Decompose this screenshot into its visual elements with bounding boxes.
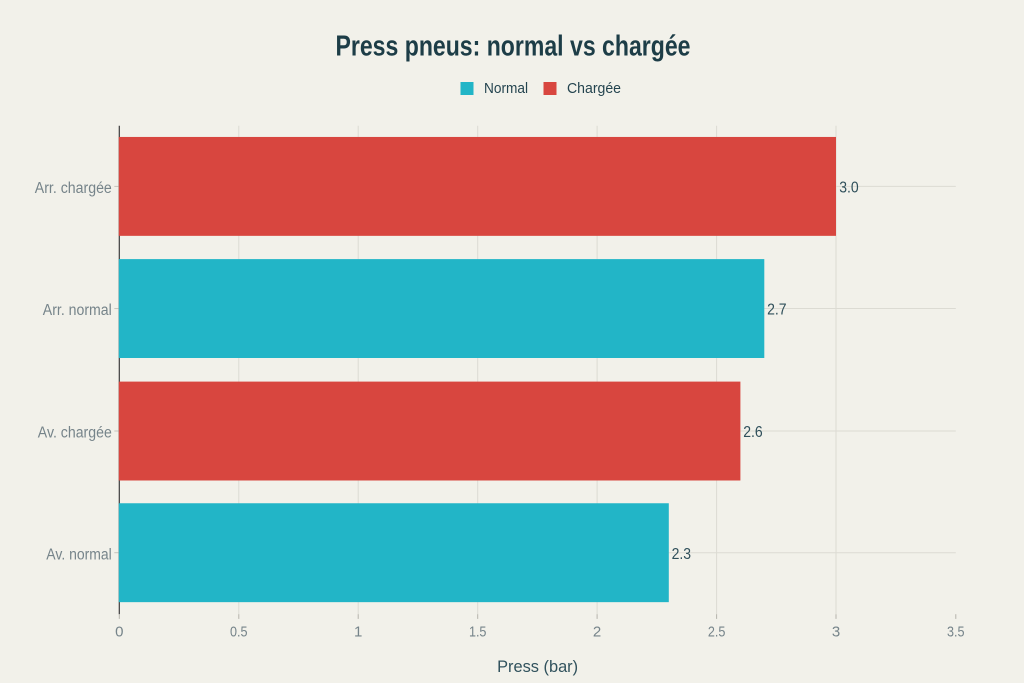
svg-text:1: 1 [354, 623, 362, 640]
svg-text:2.6: 2.6 [743, 424, 763, 441]
svg-text:3.0: 3.0 [839, 180, 859, 197]
svg-text:Press pneus: normal vs chargée: Press pneus: normal vs chargée [336, 31, 691, 63]
svg-text:0.5: 0.5 [230, 623, 248, 640]
svg-text:2.5: 2.5 [708, 623, 726, 640]
svg-text:Av. chargée: Av. chargée [38, 424, 112, 441]
svg-text:3.5: 3.5 [947, 623, 965, 640]
svg-text:2: 2 [593, 623, 601, 640]
svg-text:2.7: 2.7 [767, 302, 787, 319]
svg-text:Av. normal: Av. normal [46, 546, 112, 563]
svg-text:2.3: 2.3 [672, 546, 692, 563]
svg-text:3: 3 [832, 623, 840, 640]
svg-text:Chargée: Chargée [567, 80, 621, 97]
svg-text:1.5: 1.5 [469, 623, 487, 640]
svg-text:Arr. chargée: Arr. chargée [35, 180, 112, 197]
svg-text:Press (bar): Press (bar) [497, 657, 578, 676]
svg-text:Normal: Normal [484, 80, 528, 97]
svg-text:0: 0 [115, 623, 123, 640]
svg-text:Arr. normal: Arr. normal [43, 302, 112, 319]
